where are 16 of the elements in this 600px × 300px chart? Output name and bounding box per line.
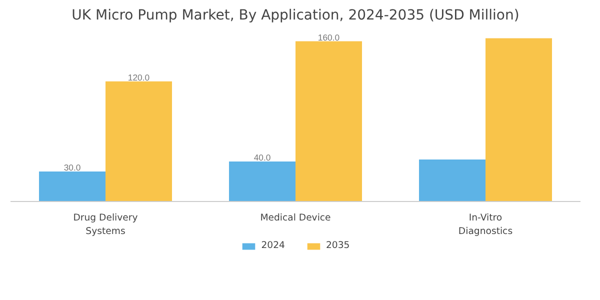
bar xyxy=(106,81,172,202)
bar xyxy=(229,162,296,202)
x-tick-label: Medical Device xyxy=(260,212,332,224)
chart-title: UK Micro Pump Market, By Application, 2024-2035 (USD Million) xyxy=(72,8,520,24)
bar xyxy=(419,160,486,202)
data-label: 160.0 xyxy=(318,32,340,42)
legend-label: 2024 xyxy=(261,240,285,251)
bar xyxy=(296,41,362,202)
bar xyxy=(39,172,106,202)
data-label: 120.0 xyxy=(128,72,150,82)
x-tick-label: Drug Delivery Systems xyxy=(73,212,138,237)
x-tick-label: In-Vitro Diagnostics xyxy=(458,212,513,237)
bar xyxy=(486,38,552,202)
data-label: 30.0 xyxy=(64,162,81,173)
legend-label: 2035 xyxy=(326,240,350,251)
data-label: 40.0 xyxy=(254,152,271,163)
